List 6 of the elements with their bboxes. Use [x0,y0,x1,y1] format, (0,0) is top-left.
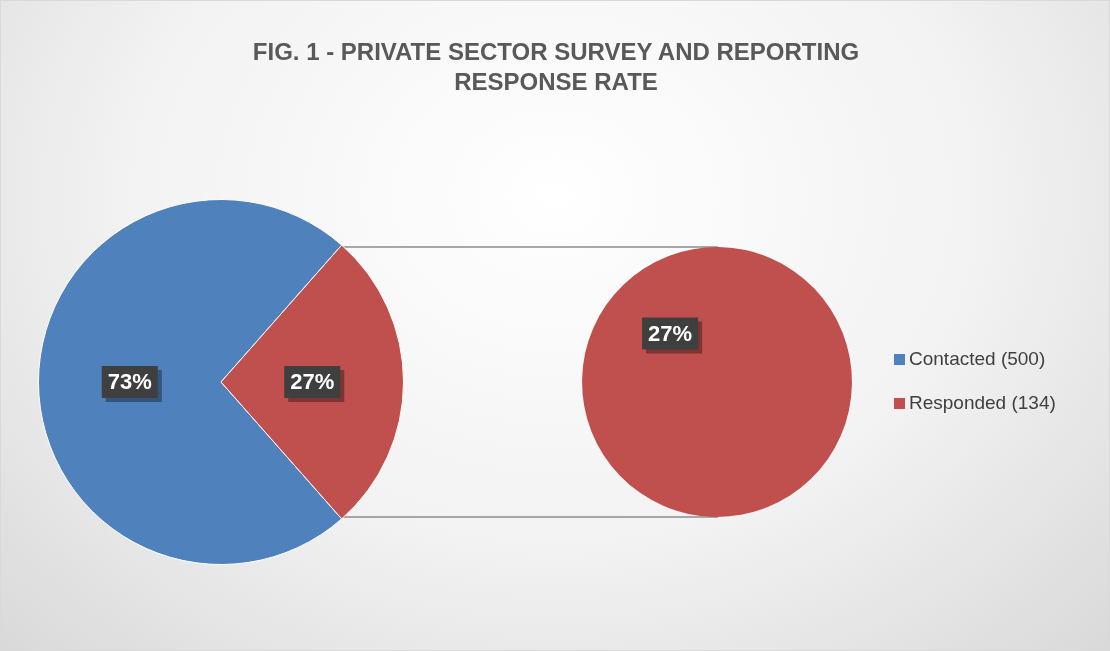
data-label: 73% [107,369,152,395]
data-label: 27% [648,320,693,346]
legend-label: Responded (134) [909,392,1056,414]
legend-label: Contacted (500) [909,348,1046,370]
text: FIG. 1 - PRIVATE SECTOR SURVEY AND REPORTING RESPONSE RATE [251,37,861,97]
data-label: 27% [290,369,335,395]
